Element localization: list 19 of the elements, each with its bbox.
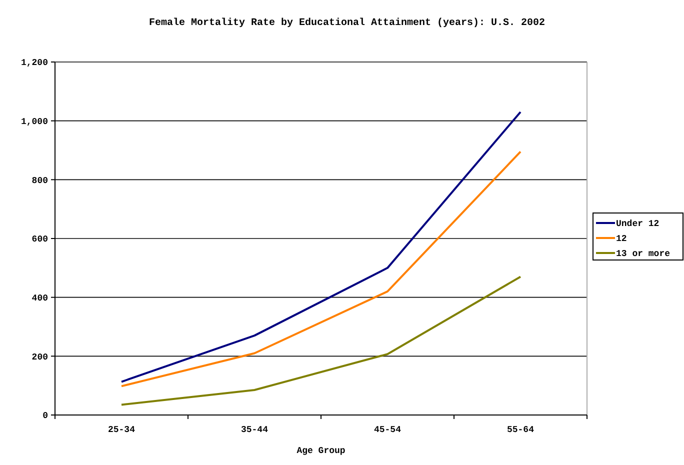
chart-title: Female Mortality Rate by Educational Attainment (years): U.S. 2002 <box>148 17 546 29</box>
x-tick-label: 45-54 <box>374 425 402 435</box>
x-tick-label: 25-34 <box>108 425 136 435</box>
y-tick-label: 1,200 <box>20 58 48 68</box>
x-axis-title: Age Group <box>296 446 346 456</box>
y-tick-label: 600 <box>32 234 48 245</box>
line-series <box>120 276 522 406</box>
y-tick-label: 1,000 <box>20 116 48 127</box>
legend-label: 12 <box>616 234 627 244</box>
y-tick-label: 0 <box>42 411 48 422</box>
line-series <box>120 150 522 388</box>
y-tick-label: 200 <box>32 352 48 362</box>
line-series <box>120 111 522 383</box>
y-tick-label: 800 <box>32 176 48 186</box>
x-tick-label: 35-44 <box>240 425 269 435</box>
legend-label: 13 or more <box>616 249 670 260</box>
y-tick-label: 400 <box>32 293 48 304</box>
x-tick-label: 55-64 <box>506 425 535 435</box>
legend-label: Under 12 <box>616 219 660 230</box>
